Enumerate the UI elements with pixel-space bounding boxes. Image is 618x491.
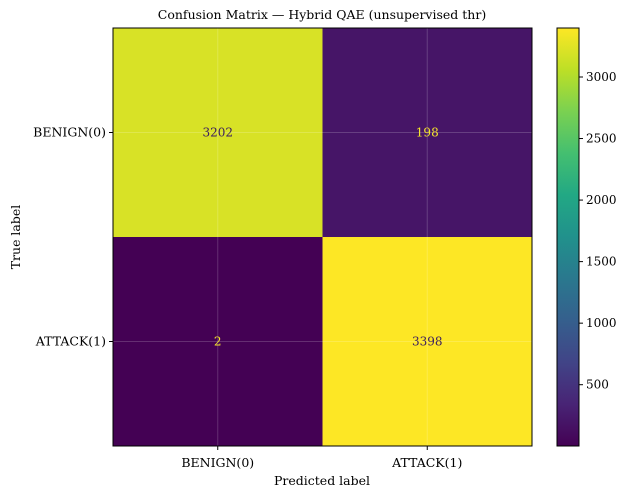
- cell-value-label: 3202: [202, 126, 233, 140]
- cell-value-label: 2: [214, 335, 222, 349]
- colorbar-tick-label: 2000: [586, 193, 617, 207]
- heatmap-cells: [113, 28, 532, 446]
- x-axis-ticks: BENIGN(0) ATTACK(1): [181, 446, 462, 470]
- colorbar-tick-label: 1500: [586, 255, 617, 269]
- x-tick-label: ATTACK(1): [391, 455, 462, 470]
- chart-title: Confusion Matrix — Hybrid QAE (unsupervi…: [158, 7, 486, 22]
- cell-value-labels: 3202 198 2 3398: [202, 126, 442, 349]
- cell-value-label: 198: [416, 126, 439, 140]
- plot-frame: [112, 27, 533, 447]
- y-axis-ticks: BENIGN(0) ATTACK(1): [33, 125, 113, 349]
- x-tick-label: BENIGN(0): [181, 455, 254, 470]
- cell-value-label: 3398: [412, 335, 443, 349]
- y-axis-label: True label: [8, 205, 23, 270]
- y-tick-label: BENIGN(0): [33, 125, 106, 140]
- colorbar-tick-label: 3000: [586, 70, 617, 84]
- colorbar-ticks: 500 1000 1500 2000 2500 3000: [579, 70, 617, 392]
- heatmap-cell: [322, 28, 532, 237]
- x-axis-label: Predicted label: [274, 473, 370, 488]
- colorbar-tick-label: 2500: [586, 132, 617, 146]
- colorbar: [556, 27, 580, 447]
- y-tick-label: ATTACK(1): [35, 334, 106, 349]
- colorbar-tick-label: 500: [586, 378, 609, 392]
- colorbar-tick-label: 1000: [586, 316, 617, 330]
- grid-lines: [113, 28, 532, 446]
- heatmap-cell: [322, 237, 532, 446]
- heatmap-cell: [113, 28, 323, 237]
- heatmap-cell: [113, 237, 323, 446]
